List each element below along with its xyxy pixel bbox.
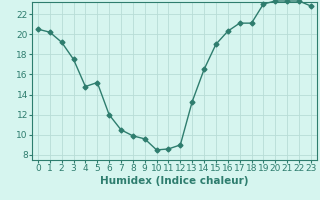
X-axis label: Humidex (Indice chaleur): Humidex (Indice chaleur) [100,176,249,186]
